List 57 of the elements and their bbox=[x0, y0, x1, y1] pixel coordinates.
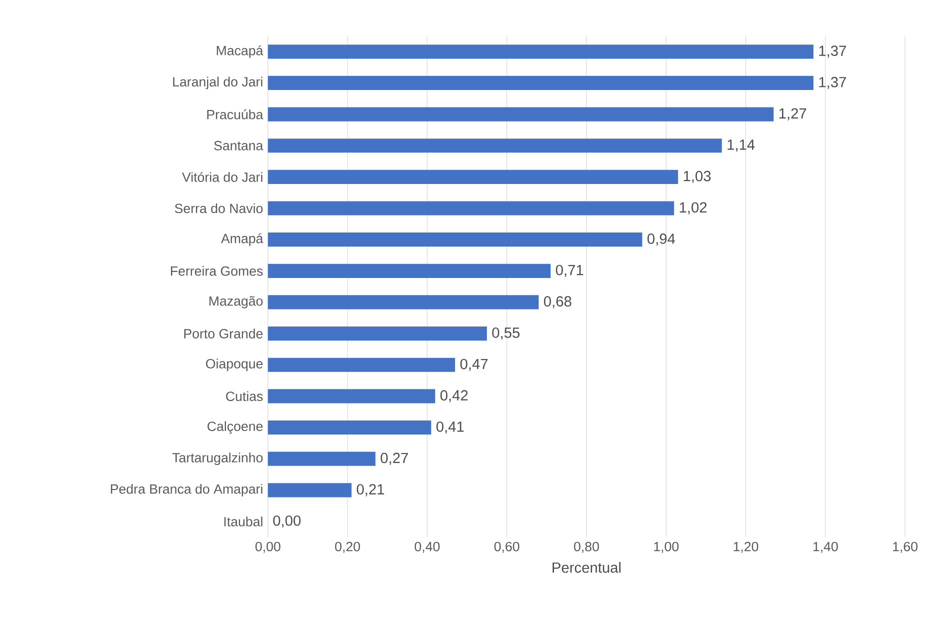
bar bbox=[268, 200, 674, 216]
data-label: 0,42 bbox=[440, 390, 468, 402]
bar bbox=[268, 170, 678, 184]
y-tick-label: Ferreira Gomes bbox=[170, 266, 263, 276]
data-label: 1,27 bbox=[779, 108, 806, 120]
bar bbox=[268, 264, 551, 278]
data-label: 0,55 bbox=[492, 327, 520, 340]
data-label: 1,02 bbox=[680, 202, 707, 214]
y-tick-label: Pracuúba bbox=[207, 109, 264, 120]
data-label: 0,21 bbox=[356, 484, 384, 496]
x-axis-title: Percentual bbox=[552, 562, 621, 573]
x-tick-label: 0,20 bbox=[335, 542, 360, 553]
data-label: 1,03 bbox=[684, 170, 711, 183]
y-tick-label: Santana bbox=[214, 140, 264, 150]
y-tick-label: Oiapoque bbox=[206, 358, 263, 371]
y-tick-label: Calçoene bbox=[208, 421, 263, 434]
data-label: 0,71 bbox=[556, 264, 584, 277]
bar bbox=[268, 326, 487, 340]
x-tick-label: 1,40 bbox=[813, 542, 838, 553]
y-tick-label: Vitória do Jari bbox=[182, 172, 262, 182]
data-label: 1,37 bbox=[819, 45, 846, 58]
bar bbox=[268, 76, 814, 90]
x-tick-label: 0,80 bbox=[574, 542, 599, 553]
y-tick-label: Itaubal bbox=[224, 516, 262, 526]
data-label: 0,94 bbox=[647, 233, 676, 246]
bar bbox=[268, 44, 814, 58]
y-tick-label: Laranjal do Jari bbox=[173, 76, 262, 89]
bar bbox=[268, 232, 642, 246]
x-tick-label: 0,40 bbox=[414, 542, 440, 553]
data-label: 0,41 bbox=[436, 421, 464, 434]
y-tick-label: Macapá bbox=[216, 45, 264, 58]
bar bbox=[268, 388, 436, 404]
bar bbox=[268, 452, 376, 466]
data-label: 0,47 bbox=[460, 358, 488, 371]
x-tick-label: 1,00 bbox=[654, 542, 679, 553]
x-tick-label: 1,20 bbox=[734, 542, 758, 553]
bar bbox=[268, 294, 539, 310]
bar bbox=[268, 420, 432, 434]
data-label: 1,37 bbox=[819, 76, 846, 89]
x-tick-label: 0,60 bbox=[494, 542, 520, 553]
y-tick-label: Pedra Branca do Amapari bbox=[110, 484, 262, 496]
y-tick-label: Serra do Navio bbox=[174, 203, 263, 213]
bar bbox=[268, 358, 456, 372]
data-label: 0,27 bbox=[380, 452, 408, 465]
x-tick-label: 0,00 bbox=[255, 542, 280, 553]
y-tick-label: Porto Grande bbox=[184, 328, 263, 338]
y-tick-label: Cutias bbox=[226, 391, 263, 401]
bar bbox=[268, 107, 774, 122]
y-tick-label: Mazagão bbox=[209, 296, 263, 308]
y-tick-label: Tartarugalzinho bbox=[172, 452, 263, 465]
data-label: 0,00 bbox=[273, 515, 301, 528]
bar bbox=[268, 138, 722, 152]
y-tick-label: Amapá bbox=[220, 233, 264, 246]
data-label: 0,68 bbox=[544, 296, 572, 308]
data-label: 1,14 bbox=[728, 139, 755, 152]
x-tick-label: 1,60 bbox=[893, 542, 918, 553]
bar bbox=[268, 482, 352, 497]
